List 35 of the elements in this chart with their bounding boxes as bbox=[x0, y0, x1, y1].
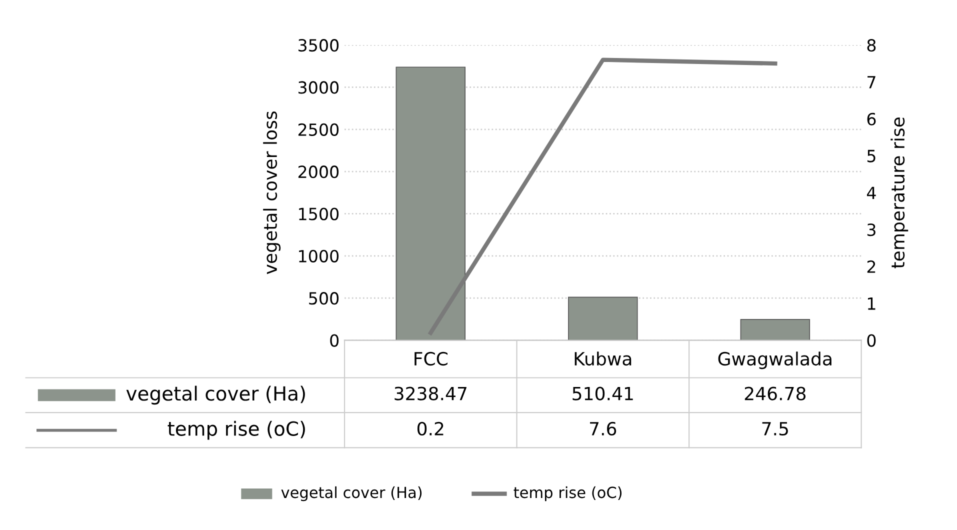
y-tick-label: 0 bbox=[330, 334, 339, 347]
y2-tick-label: 5 bbox=[867, 150, 876, 162]
y-tick-label: 1500 bbox=[299, 208, 339, 220]
x-tick-label: Kubwa bbox=[574, 352, 632, 366]
y-tick-label: 2500 bbox=[298, 123, 339, 136]
data-label: 246.78 bbox=[744, 386, 806, 400]
text: temp rise (oC) bbox=[168, 420, 305, 440]
legend-label: temp rise (oC) bbox=[514, 486, 622, 502]
y-tick-label: 3500 bbox=[298, 39, 339, 52]
text: vegetal cover (Ha) bbox=[281, 486, 422, 502]
y-tick-label: 3000 bbox=[298, 81, 339, 94]
y2-tick-label: 2 bbox=[867, 260, 876, 273]
x-tick-label: FCC bbox=[414, 352, 448, 366]
data-label: 0.2 bbox=[417, 422, 444, 436]
bar bbox=[740, 319, 810, 340]
data-label: 3238.47 bbox=[394, 386, 466, 400]
y2-tick-label: 1 bbox=[868, 298, 876, 310]
y2-tick-label: 6 bbox=[867, 112, 876, 126]
legend-label: vegetal cover (Ha) bbox=[126, 386, 305, 405]
y-tick-label: 1000 bbox=[299, 250, 339, 262]
data-label: 7.5 bbox=[762, 422, 788, 436]
y2-tick-label: 4 bbox=[866, 186, 876, 199]
y2-tick-label: 3 bbox=[867, 224, 876, 236]
y-tick-label: 2000 bbox=[298, 166, 339, 178]
x-tick-label: Gwagwalada bbox=[718, 352, 832, 370]
bar bbox=[568, 296, 638, 340]
y-tick-label: 500 bbox=[309, 292, 339, 305]
y2-tick-label: 8 bbox=[867, 39, 876, 52]
data-label: 7.6 bbox=[590, 422, 616, 436]
data-label: 510.41 bbox=[572, 386, 633, 400]
y2-axis-title: temperature rise bbox=[890, 118, 908, 268]
y2-tick-label: 0 bbox=[867, 334, 876, 347]
y2-tick-label: 7 bbox=[868, 76, 876, 88]
bar bbox=[396, 66, 466, 340]
y-axis-title: vegetal cover loss bbox=[263, 112, 281, 274]
